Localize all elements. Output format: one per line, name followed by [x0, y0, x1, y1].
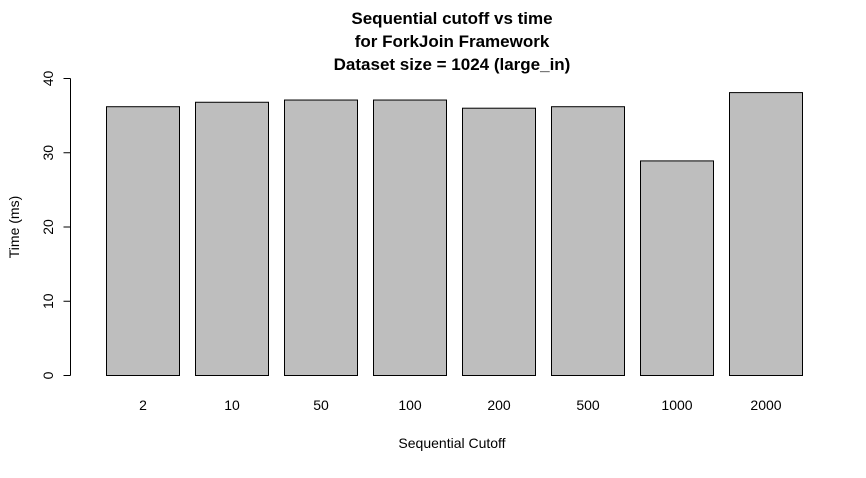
bar-500 — [551, 106, 625, 376]
y-tick-label: 30 — [40, 145, 56, 161]
y-axis: 0 10 20 30 40 — [40, 71, 71, 379]
y-axis-label: Time (ms) — [6, 196, 22, 258]
x-axis-tick-labels: 2 10 50 100 200 500 1000 2000 — [139, 397, 782, 413]
bar-2000 — [729, 92, 803, 376]
x-tick-label: 50 — [313, 397, 329, 413]
x-tick-label: 1000 — [661, 397, 692, 413]
bar-200 — [462, 107, 536, 376]
chart-title-line-1: Sequential cutoff vs time — [351, 9, 552, 28]
chart-title-line-3: Dataset size = 1024 (large_in) — [334, 55, 571, 74]
x-axis-label: Sequential Cutoff — [398, 435, 505, 451]
bar-50 — [284, 99, 358, 376]
y-tick-label: 20 — [40, 219, 56, 235]
y-tick-label: 0 — [40, 371, 56, 379]
x-tick-label: 2 — [139, 397, 147, 413]
y-tick-label: 10 — [40, 293, 56, 309]
x-tick-label: 100 — [398, 397, 422, 413]
bar-100 — [373, 99, 447, 376]
bar-1000 — [640, 160, 714, 376]
bar-2 — [106, 106, 180, 376]
bar-10 — [195, 101, 269, 376]
x-tick-label: 10 — [224, 397, 240, 413]
bars — [106, 92, 803, 376]
chart-title: Sequential cutoff vs time for ForkJoin F… — [334, 9, 571, 74]
y-tick-label: 40 — [40, 71, 56, 87]
x-tick-label: 2000 — [750, 397, 781, 413]
chart-title-line-2: for ForkJoin Framework — [355, 32, 550, 51]
x-tick-label: 500 — [576, 397, 600, 413]
x-tick-label: 200 — [487, 397, 511, 413]
